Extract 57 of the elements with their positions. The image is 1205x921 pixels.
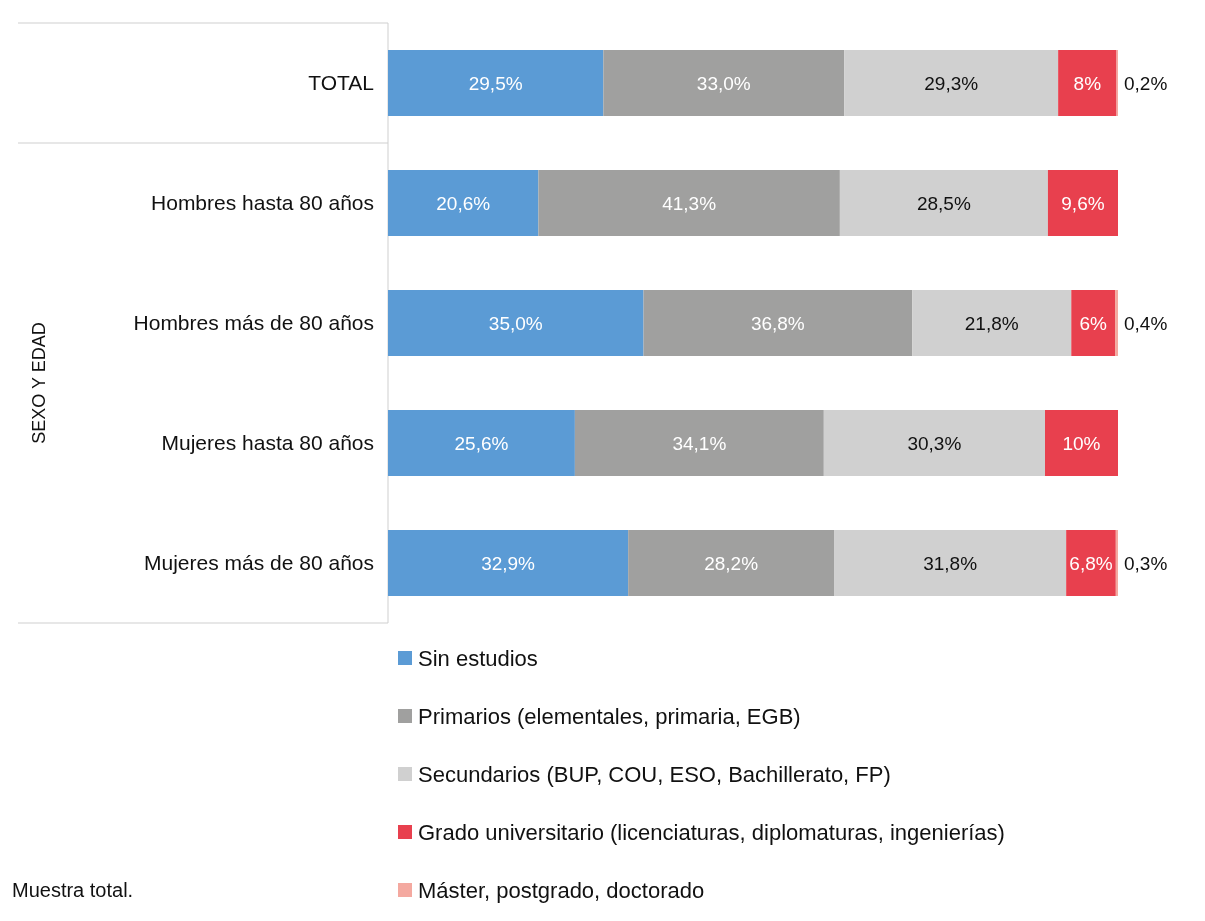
data-label: 29,5% [468, 72, 523, 94]
bar [538, 170, 840, 236]
data-label: 33,0% [696, 72, 751, 94]
data-label: 20,6% [436, 192, 491, 214]
bar [1071, 290, 1116, 356]
bar [912, 290, 1072, 356]
bar [844, 50, 1059, 116]
bar [1066, 530, 1116, 596]
legend-label: Sin estudios [418, 645, 538, 671]
bar [643, 290, 913, 356]
data-label: 29,3% [924, 72, 979, 94]
bar [1115, 530, 1118, 596]
bar [1047, 170, 1118, 236]
bar [839, 170, 1048, 236]
y-tick-label: Hombres hasta 80 años [151, 191, 374, 215]
data-label: 0,4% [1124, 312, 1168, 334]
y-tick-label: Mujeres hasta 80 años [161, 431, 374, 455]
data-label: 10% [1062, 432, 1101, 454]
bar [388, 290, 644, 356]
data-label: 34,1% [672, 432, 727, 454]
data-label: 8% [1073, 72, 1102, 94]
data-label: 21,8% [964, 312, 1019, 334]
bar [388, 170, 539, 236]
data-label: 36,8% [750, 312, 805, 334]
data-label: 31,8% [923, 552, 978, 574]
data-label: 35,0% [488, 312, 543, 334]
bar [823, 410, 1045, 476]
bar [388, 410, 575, 476]
legend-label: Máster, postgrado, doctorado [418, 877, 705, 903]
data-label: 0,2% [1124, 72, 1168, 94]
bar [1115, 290, 1118, 356]
bar [574, 410, 824, 476]
text: Muestra total. [12, 879, 134, 901]
bar [388, 50, 604, 116]
data-label: 6,8% [1069, 552, 1113, 574]
legend-label: Primarios (elementales, primaria, EGB) [418, 703, 801, 729]
y-tick-label: TOTAL [308, 71, 374, 95]
bar [1045, 410, 1118, 476]
data-label: 25,6% [454, 432, 509, 454]
data-label: 41,3% [662, 192, 717, 214]
y-axis-title: SEXO Y EDAD [29, 322, 49, 444]
bar [1058, 50, 1117, 116]
bar [628, 530, 835, 596]
bar [388, 530, 629, 596]
data-label: 32,9% [481, 552, 536, 574]
y-tick-label: Hombres más de 80 años [133, 311, 374, 335]
data-label: 9,6% [1061, 192, 1105, 214]
legend-label: Secundarios (BUP, COU, ESO, Bachillerato, FP) [418, 761, 891, 787]
bar [603, 50, 845, 116]
data-label: 28,2% [704, 552, 759, 574]
data-label: 6% [1079, 312, 1108, 334]
data-label: 0,3% [1124, 552, 1168, 574]
y-tick-label: Mujeres más de 80 años [144, 551, 374, 575]
data-label: 30,3% [907, 432, 962, 454]
legend-label: Grado universitario (licenciaturas, diplomaturas, ingenierías) [418, 819, 1005, 845]
bar [834, 530, 1067, 596]
data-label: 28,5% [916, 192, 971, 214]
